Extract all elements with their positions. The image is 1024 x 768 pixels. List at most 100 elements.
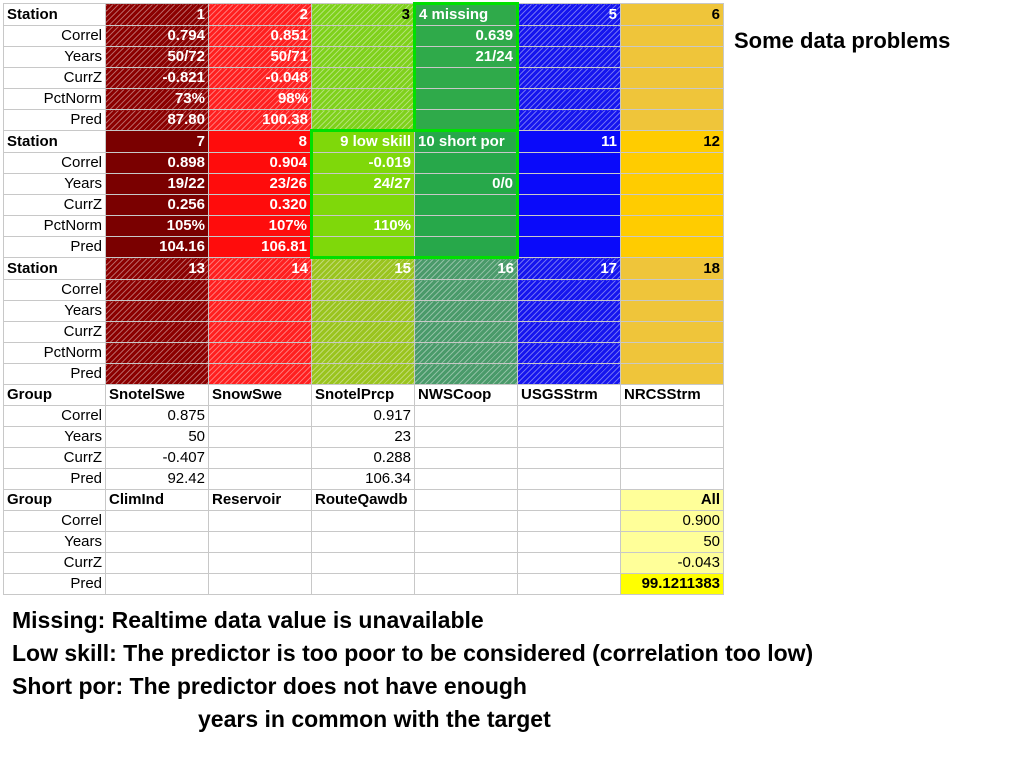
data-cell[interactable] [414, 405, 518, 427]
data-cell[interactable] [620, 342, 724, 364]
data-cell[interactable] [517, 279, 621, 301]
row-header[interactable]: Station [3, 3, 106, 26]
data-cell[interactable] [311, 531, 415, 553]
data-cell[interactable]: 104.16 [105, 236, 209, 258]
data-cell[interactable] [620, 236, 724, 258]
data-cell[interactable] [517, 573, 621, 595]
data-cell[interactable] [517, 46, 621, 68]
data-cell[interactable] [310, 236, 415, 259]
data-cell[interactable] [208, 300, 312, 322]
data-cell[interactable] [208, 510, 312, 532]
data-cell[interactable] [414, 321, 518, 343]
data-cell[interactable]: 0.320 [208, 194, 312, 216]
data-cell[interactable] [414, 510, 518, 532]
data-cell[interactable]: 99.1211383 [620, 573, 724, 595]
data-cell[interactable] [414, 194, 519, 216]
row-header[interactable]: Station [3, 130, 106, 153]
data-cell[interactable] [414, 468, 518, 490]
data-cell[interactable] [517, 552, 621, 574]
station-cell[interactable]: 9 low skill [310, 129, 415, 153]
station-cell[interactable]: 3 [311, 3, 415, 26]
row-label[interactable]: Pred [3, 468, 106, 490]
data-cell[interactable] [517, 194, 621, 216]
data-cell[interactable] [413, 88, 519, 110]
data-cell[interactable] [620, 152, 724, 174]
data-cell[interactable]: 50 [620, 531, 724, 553]
data-cell[interactable] [414, 447, 518, 469]
row-label[interactable]: CurrZ [3, 552, 106, 574]
data-cell[interactable] [414, 300, 518, 322]
data-cell[interactable] [517, 88, 621, 110]
data-cell[interactable] [105, 363, 209, 385]
station-cell[interactable]: 14 [208, 257, 312, 280]
station-cell[interactable]: 11 [517, 130, 621, 153]
row-label[interactable]: Correl [3, 25, 106, 47]
data-cell[interactable] [517, 342, 621, 364]
data-cell[interactable]: -0.048 [208, 67, 312, 89]
data-cell[interactable] [414, 426, 518, 448]
data-cell[interactable] [208, 468, 312, 490]
data-cell[interactable] [208, 321, 312, 343]
data-cell[interactable] [517, 321, 621, 343]
data-cell[interactable] [620, 405, 724, 427]
data-cell[interactable] [414, 342, 518, 364]
row-header[interactable]: Group [3, 384, 106, 406]
data-cell[interactable] [517, 67, 621, 89]
data-cell[interactable]: 100.38 [208, 109, 312, 131]
data-cell[interactable] [311, 109, 415, 131]
data-cell[interactable] [208, 573, 312, 595]
data-cell[interactable] [517, 531, 621, 553]
data-cell[interactable] [620, 426, 724, 448]
data-cell[interactable] [208, 363, 312, 385]
data-cell[interactable] [105, 573, 209, 595]
row-label[interactable]: Pred [3, 236, 106, 258]
data-cell[interactable] [620, 88, 724, 110]
group-cell[interactable] [414, 489, 518, 511]
data-cell[interactable]: -0.407 [105, 447, 209, 469]
data-cell[interactable]: 106.81 [208, 236, 312, 258]
row-header[interactable]: Station [3, 257, 106, 280]
data-cell[interactable] [311, 573, 415, 595]
data-cell[interactable]: 24/27 [310, 173, 415, 195]
data-cell[interactable] [208, 426, 312, 448]
row-label[interactable]: Years [3, 426, 106, 448]
data-cell[interactable]: 0.898 [105, 152, 209, 174]
data-cell[interactable] [311, 25, 415, 47]
data-cell[interactable] [311, 552, 415, 574]
data-cell[interactable] [208, 531, 312, 553]
row-label[interactable]: Pred [3, 363, 106, 385]
group-cell[interactable]: RouteQawdb [311, 489, 415, 511]
station-cell[interactable]: 8 [208, 130, 312, 153]
row-label[interactable]: Correl [3, 510, 106, 532]
data-cell[interactable] [311, 363, 415, 385]
data-cell[interactable] [414, 215, 519, 237]
row-label[interactable]: CurrZ [3, 447, 106, 469]
data-cell[interactable] [208, 405, 312, 427]
data-cell[interactable] [105, 279, 209, 301]
data-cell[interactable]: 0/0 [414, 173, 519, 195]
data-cell[interactable]: -0.821 [105, 67, 209, 89]
group-cell[interactable]: All [620, 489, 724, 511]
data-cell[interactable] [414, 363, 518, 385]
data-cell[interactable] [311, 67, 415, 89]
data-cell[interactable]: 0.851 [208, 25, 312, 47]
data-cell[interactable]: 110% [310, 215, 415, 237]
data-cell[interactable] [517, 468, 621, 490]
data-cell[interactable] [413, 109, 519, 132]
data-cell[interactable] [517, 363, 621, 385]
station-cell[interactable]: 5 [517, 3, 621, 26]
data-cell[interactable] [208, 447, 312, 469]
data-cell[interactable]: 0.256 [105, 194, 209, 216]
data-cell[interactable] [311, 321, 415, 343]
data-cell[interactable] [311, 300, 415, 322]
row-header[interactable]: Group [3, 489, 106, 511]
data-cell[interactable]: -0.019 [310, 152, 415, 174]
row-label[interactable]: CurrZ [3, 67, 106, 89]
data-cell[interactable] [620, 447, 724, 469]
data-cell[interactable] [620, 468, 724, 490]
station-cell[interactable]: 13 [105, 257, 209, 280]
row-label[interactable]: PctNorm [3, 342, 106, 364]
data-cell[interactable]: 73% [105, 88, 209, 110]
group-cell[interactable]: SnotelPrcp [311, 384, 415, 406]
station-cell[interactable]: 2 [208, 3, 312, 26]
